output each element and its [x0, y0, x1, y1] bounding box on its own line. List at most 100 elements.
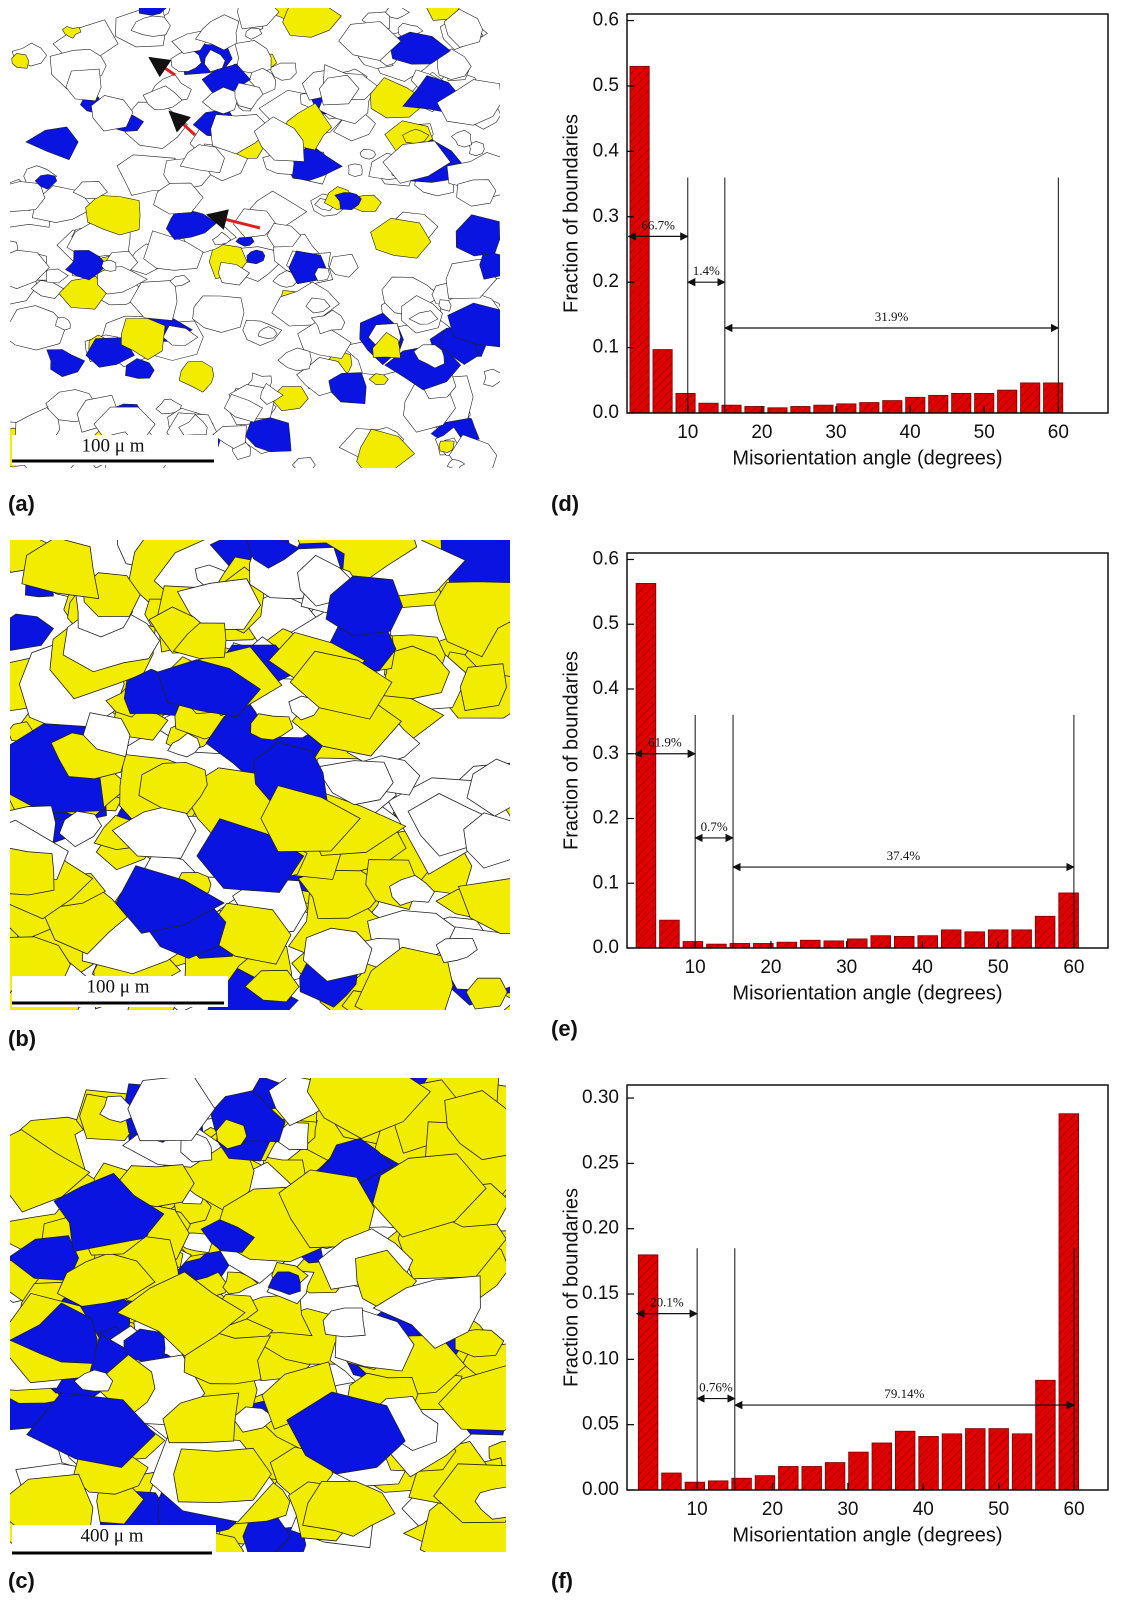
x-tick-label: 50	[974, 422, 995, 443]
annotation: 20.1%	[650, 1295, 684, 1310]
y-tick-label: 0.5	[593, 75, 619, 96]
y-tick-label: 0.2	[593, 271, 619, 292]
grain	[291, 457, 316, 468]
grain	[465, 977, 508, 1010]
grain	[372, 332, 401, 359]
grain	[359, 148, 377, 160]
plot-frame	[626, 1084, 1109, 1491]
grain	[210, 114, 272, 155]
bar	[635, 583, 657, 949]
bar	[871, 1442, 893, 1491]
x-tick-label: 30	[836, 957, 857, 978]
grain	[463, 812, 510, 869]
y-tick-label: 0.25	[582, 1152, 619, 1173]
grain	[125, 358, 155, 379]
panel-label: (c)	[8, 1568, 35, 1593]
bar	[790, 406, 811, 414]
grain	[328, 253, 359, 278]
grain	[306, 1078, 432, 1139]
y-tick-label: 0.4	[593, 140, 620, 161]
grain	[212, 425, 247, 449]
grain	[282, 8, 342, 38]
grain	[382, 140, 452, 184]
scale-bar-label: 100 μ m	[87, 976, 150, 997]
grain	[310, 309, 346, 335]
grain	[55, 317, 71, 331]
y-axis-label: Fraction of boundaries	[560, 651, 582, 850]
bar	[997, 389, 1018, 414]
bar	[824, 1462, 846, 1491]
x-tick-label: 20	[760, 957, 781, 978]
grain	[370, 217, 432, 259]
grain	[58, 276, 107, 310]
panel-label: (e)	[551, 1016, 578, 1041]
grain	[143, 230, 204, 271]
bar	[1011, 1433, 1033, 1491]
x-tick-label: 10	[687, 1499, 708, 1520]
grain	[466, 758, 510, 817]
grain	[99, 1095, 136, 1123]
y-tick-label: 0.2	[593, 808, 619, 829]
x-tick-label: 60	[1064, 1499, 1085, 1520]
grain	[21, 540, 100, 600]
y-tick-label: 0.3	[593, 743, 619, 764]
ebsd-map: 400 μ m	[10, 1078, 506, 1557]
grain	[10, 847, 55, 896]
grain	[65, 250, 108, 281]
grain	[315, 1137, 394, 1185]
grain	[245, 27, 263, 40]
bar	[629, 65, 650, 414]
bar	[1043, 382, 1064, 414]
grain	[436, 79, 500, 126]
grain	[454, 1329, 505, 1358]
x-tick-label: 30	[825, 422, 846, 443]
bar	[682, 941, 704, 949]
grain	[116, 1271, 246, 1357]
grain	[25, 126, 79, 161]
bar	[894, 1430, 916, 1491]
x-tick-label: 60	[1048, 422, 1069, 443]
grain	[130, 15, 171, 37]
grain	[286, 1391, 406, 1475]
x-tick-label: 30	[837, 1499, 858, 1520]
y-axis-label: Fraction of boundaries	[560, 114, 582, 313]
grain	[178, 414, 208, 436]
grain	[162, 1392, 240, 1444]
bar	[893, 935, 915, 949]
grain	[237, 8, 280, 30]
grain	[440, 540, 510, 584]
grain	[436, 48, 472, 80]
grain	[451, 129, 473, 148]
annotation: 1.4%	[693, 263, 720, 278]
panel-label: (b)	[8, 1026, 36, 1051]
plot-frame	[626, 552, 1109, 949]
y-tick-label: 0.1	[593, 337, 619, 358]
grain	[195, 14, 240, 51]
bar	[918, 1436, 939, 1491]
grain	[85, 195, 141, 236]
x-tick-label: 60	[1063, 957, 1084, 978]
grain	[379, 645, 450, 700]
grain	[245, 417, 292, 453]
y-tick-label: 0.6	[593, 10, 619, 31]
annotation: 37.4%	[887, 848, 921, 863]
grain	[434, 581, 510, 658]
bar	[800, 939, 821, 949]
grain	[457, 878, 510, 934]
annotation: 0.76%	[699, 1380, 733, 1395]
bar	[928, 394, 949, 414]
grain	[266, 223, 302, 248]
bar	[776, 941, 798, 949]
grain	[408, 310, 439, 325]
grain	[302, 927, 373, 982]
grain	[253, 116, 305, 162]
grain	[459, 663, 507, 711]
panel-label: (d)	[551, 491, 579, 516]
bar	[859, 402, 880, 414]
bar	[652, 349, 673, 414]
grain	[192, 295, 245, 333]
grain	[289, 650, 393, 720]
annotation: 31.9%	[875, 309, 909, 324]
grain	[302, 1480, 396, 1537]
